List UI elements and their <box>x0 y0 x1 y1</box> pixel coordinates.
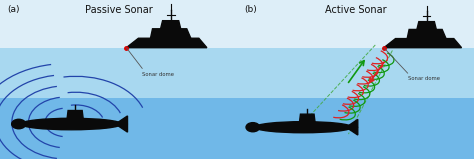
Polygon shape <box>151 29 191 38</box>
Text: (b): (b) <box>244 5 257 14</box>
Ellipse shape <box>21 118 121 130</box>
Polygon shape <box>115 116 128 124</box>
Ellipse shape <box>246 123 260 132</box>
Polygon shape <box>384 39 462 48</box>
Text: Passive Sonar: Passive Sonar <box>85 5 152 15</box>
Polygon shape <box>346 119 358 127</box>
Polygon shape <box>161 21 181 29</box>
Polygon shape <box>300 114 315 122</box>
Polygon shape <box>346 127 358 135</box>
Ellipse shape <box>12 119 26 129</box>
Bar <box>237 98 474 159</box>
Polygon shape <box>67 111 83 119</box>
Bar <box>0 48 237 98</box>
Polygon shape <box>407 29 446 39</box>
Polygon shape <box>115 124 128 132</box>
Text: (a): (a) <box>7 5 19 14</box>
Bar <box>0 98 237 159</box>
Bar <box>237 48 474 98</box>
Polygon shape <box>417 22 436 29</box>
Text: Active Sonar: Active Sonar <box>325 5 386 15</box>
Text: Sonar dome: Sonar dome <box>142 72 174 76</box>
Ellipse shape <box>255 122 352 133</box>
Polygon shape <box>126 38 207 48</box>
Text: Sonar dome: Sonar dome <box>408 76 440 81</box>
